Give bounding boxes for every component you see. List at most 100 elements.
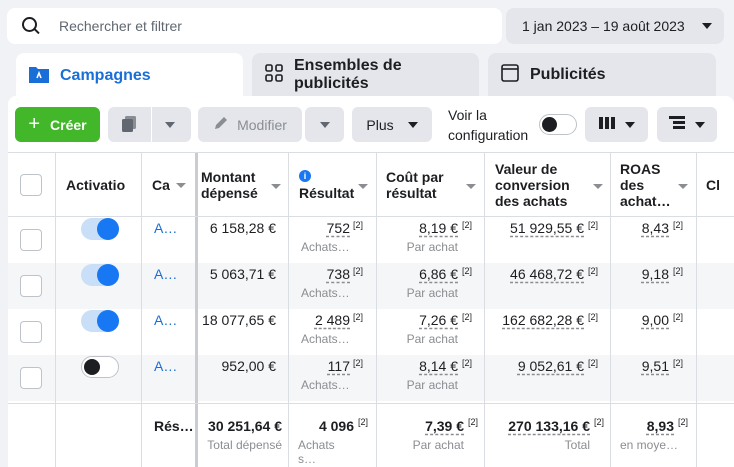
sort-icon[interactable]	[593, 184, 603, 189]
divider	[610, 153, 611, 467]
divider	[151, 107, 152, 142]
columns-button[interactable]	[585, 107, 648, 142]
row-checkbox[interactable]	[20, 275, 42, 297]
header-cost[interactable]: Coût par résultat	[386, 169, 444, 201]
totals-spent-sub: Total dépensé	[207, 438, 282, 452]
cost-sub: Par achat	[406, 378, 458, 392]
totals-cost-sub: Par achat	[412, 438, 464, 452]
modify-dropdown[interactable]	[305, 107, 344, 142]
chevron-down-icon	[319, 121, 330, 128]
chevron-down-icon	[407, 121, 418, 128]
footnote: [2]	[353, 266, 364, 276]
modify-button[interactable]: Modifier	[198, 107, 302, 142]
result-value: 2 489	[314, 312, 350, 328]
divider	[376, 153, 377, 467]
footnote: [2]	[594, 417, 605, 427]
breakdown-button[interactable]	[657, 107, 717, 142]
info-icon[interactable]: i	[299, 170, 311, 182]
footnote: [2]	[462, 312, 473, 322]
campaign-name-link[interactable]: A…	[154, 312, 178, 328]
row-checkbox[interactable]	[20, 367, 42, 389]
cost-value: 8,14 €	[419, 358, 458, 374]
sort-icon[interactable]	[358, 184, 368, 189]
roas-value: 9,18	[641, 266, 669, 282]
create-button[interactable]: + Créer	[15, 107, 100, 142]
tab-ad-sets[interactable]: Ensembles de publicités	[252, 53, 479, 97]
sort-icon[interactable]	[271, 184, 281, 189]
divider	[696, 153, 697, 467]
tab-campaigns[interactable]: Campagnes	[16, 53, 243, 99]
sort-icon[interactable]	[466, 184, 476, 189]
divider	[288, 153, 289, 467]
search-bar[interactable]: Rechercher et filtrer	[7, 8, 502, 44]
select-all-checkbox[interactable]	[20, 174, 42, 196]
chevron-down-icon[interactable]	[165, 122, 175, 128]
result-value: 117	[327, 358, 350, 374]
cost-sub: Par achat	[406, 332, 458, 346]
campaign-name-link[interactable]: A…	[154, 266, 178, 282]
footnote: [2]	[588, 220, 599, 230]
spent-value: 18 077,65 €	[202, 312, 276, 328]
roas-value: 9,00	[641, 312, 669, 328]
folder-icon	[28, 64, 50, 89]
campaign-table: Activatio Ca Montant dépensé i Résultat …	[8, 152, 734, 467]
config-label: Voir la configuration	[448, 107, 529, 143]
header-roas[interactable]: ROAS des achat…	[620, 161, 671, 209]
cost-value: 7,26 €	[419, 312, 458, 328]
table-row[interactable]	[8, 355, 734, 401]
tab-ads[interactable]: Publicités	[488, 53, 716, 97]
date-range-picker[interactable]: 1 jan 2023 – 19 août 2023	[506, 8, 724, 44]
cost-value: 8,19 €	[419, 220, 458, 236]
footnote: [2]	[353, 312, 364, 322]
sort-icon[interactable]	[176, 183, 186, 188]
divider	[55, 153, 56, 467]
search-icon	[21, 16, 41, 36]
breakdown-icon	[669, 116, 685, 133]
header-spent[interactable]: Montant dépensé	[201, 169, 258, 201]
spent-value: 5 063,71 €	[209, 266, 276, 282]
row-checkbox[interactable]	[20, 321, 42, 343]
date-range-label: 1 jan 2023 – 19 août 2023	[522, 18, 685, 34]
totals-value: 270 133,16 €	[508, 418, 590, 434]
footnote: [2]	[462, 266, 473, 276]
value-value: 51 929,55 €	[510, 220, 584, 236]
result-sub: Achats…	[301, 286, 350, 300]
spent-value: 952,00 €	[221, 358, 277, 374]
sort-icon[interactable]	[678, 184, 688, 189]
chevron-down-icon	[695, 121, 705, 128]
footnote: [2]	[462, 358, 473, 368]
header-value[interactable]: Valeur de conversion des achats	[495, 161, 570, 209]
modify-label: Modifier	[237, 116, 287, 133]
tab-ads-label: Publicités	[530, 66, 606, 83]
grid-icon	[264, 63, 284, 88]
duplicate-button[interactable]	[108, 107, 191, 142]
header-campaign[interactable]: Ca	[152, 177, 170, 193]
footnote: [2]	[678, 417, 689, 427]
table-row[interactable]	[8, 263, 734, 309]
search-placeholder: Rechercher et filtrer	[59, 18, 182, 34]
more-button[interactable]: Plus	[352, 107, 432, 142]
activation-toggle[interactable]	[81, 356, 119, 378]
footnote: [2]	[462, 220, 473, 230]
cost-sub: Par achat	[406, 240, 458, 254]
activation-toggle[interactable]	[81, 218, 119, 240]
header-result[interactable]: Résultat	[299, 185, 355, 201]
chevron-down-icon	[624, 121, 635, 128]
table-header: Activatio Ca Montant dépensé i Résultat …	[8, 153, 734, 217]
row-checkbox[interactable]	[20, 229, 42, 251]
header-activation[interactable]: Activatio	[66, 177, 126, 193]
plus-icon: +	[28, 113, 41, 135]
config-toggle[interactable]	[539, 114, 577, 135]
activation-toggle[interactable]	[81, 310, 119, 332]
value-value: 9 052,61 €	[517, 358, 584, 374]
footnote: [2]	[673, 266, 684, 276]
header-cl[interactable]: Cl	[706, 177, 720, 193]
campaign-name-link[interactable]: A…	[154, 220, 178, 236]
chevron-down-icon	[702, 23, 712, 29]
activation-toggle[interactable]	[81, 264, 119, 286]
columns-icon	[598, 116, 615, 133]
roas-value: 8,43	[641, 220, 669, 236]
campaign-name-link[interactable]: A…	[154, 358, 178, 374]
footnote: [2]	[673, 220, 684, 230]
totals-result: 4 096	[318, 418, 354, 434]
